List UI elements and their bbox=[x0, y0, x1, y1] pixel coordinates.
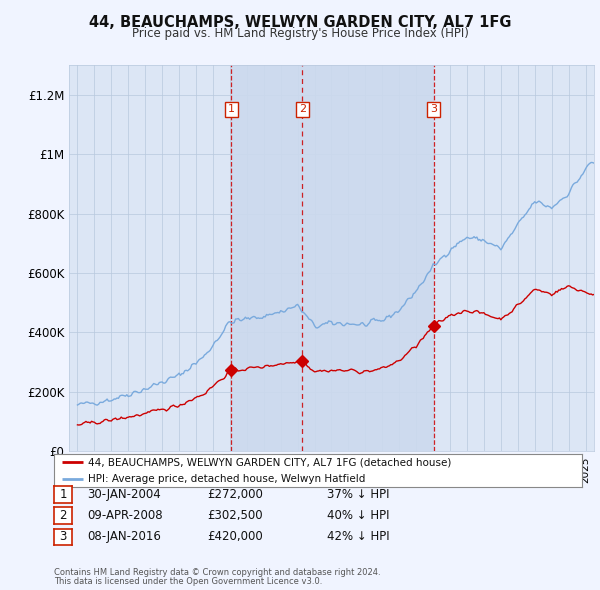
Text: 1: 1 bbox=[59, 488, 67, 501]
Text: £302,500: £302,500 bbox=[207, 509, 263, 522]
Text: 3: 3 bbox=[430, 104, 437, 114]
Text: HPI: Average price, detached house, Welwyn Hatfield: HPI: Average price, detached house, Welw… bbox=[88, 474, 365, 484]
Text: 40% ↓ HPI: 40% ↓ HPI bbox=[327, 509, 389, 522]
Text: £420,000: £420,000 bbox=[207, 530, 263, 543]
Text: 42% ↓ HPI: 42% ↓ HPI bbox=[327, 530, 389, 543]
Text: 2: 2 bbox=[59, 509, 67, 522]
Bar bbox=[231, 65, 434, 451]
Text: 09-APR-2008: 09-APR-2008 bbox=[87, 509, 163, 522]
Text: 44, BEAUCHAMPS, WELWYN GARDEN CITY, AL7 1FG (detached house): 44, BEAUCHAMPS, WELWYN GARDEN CITY, AL7 … bbox=[88, 457, 452, 467]
Text: 30-JAN-2004: 30-JAN-2004 bbox=[87, 488, 161, 501]
Text: Price paid vs. HM Land Registry's House Price Index (HPI): Price paid vs. HM Land Registry's House … bbox=[131, 27, 469, 40]
Text: 2: 2 bbox=[299, 104, 306, 114]
Text: Contains HM Land Registry data © Crown copyright and database right 2024.: Contains HM Land Registry data © Crown c… bbox=[54, 568, 380, 577]
Text: 37% ↓ HPI: 37% ↓ HPI bbox=[327, 488, 389, 501]
Text: This data is licensed under the Open Government Licence v3.0.: This data is licensed under the Open Gov… bbox=[54, 577, 322, 586]
Text: 44, BEAUCHAMPS, WELWYN GARDEN CITY, AL7 1FG: 44, BEAUCHAMPS, WELWYN GARDEN CITY, AL7 … bbox=[89, 15, 511, 30]
Text: 08-JAN-2016: 08-JAN-2016 bbox=[87, 530, 161, 543]
Text: £272,000: £272,000 bbox=[207, 488, 263, 501]
Text: 1: 1 bbox=[228, 104, 235, 114]
Text: 3: 3 bbox=[59, 530, 67, 543]
